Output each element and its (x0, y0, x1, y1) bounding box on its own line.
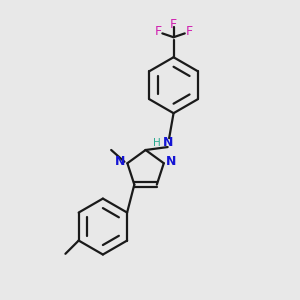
Text: N: N (166, 155, 176, 168)
Text: F: F (185, 26, 192, 38)
Text: H: H (153, 138, 160, 148)
Text: F: F (170, 18, 177, 32)
Text: N: N (115, 155, 125, 168)
Text: F: F (155, 26, 162, 38)
Text: N: N (163, 136, 173, 149)
